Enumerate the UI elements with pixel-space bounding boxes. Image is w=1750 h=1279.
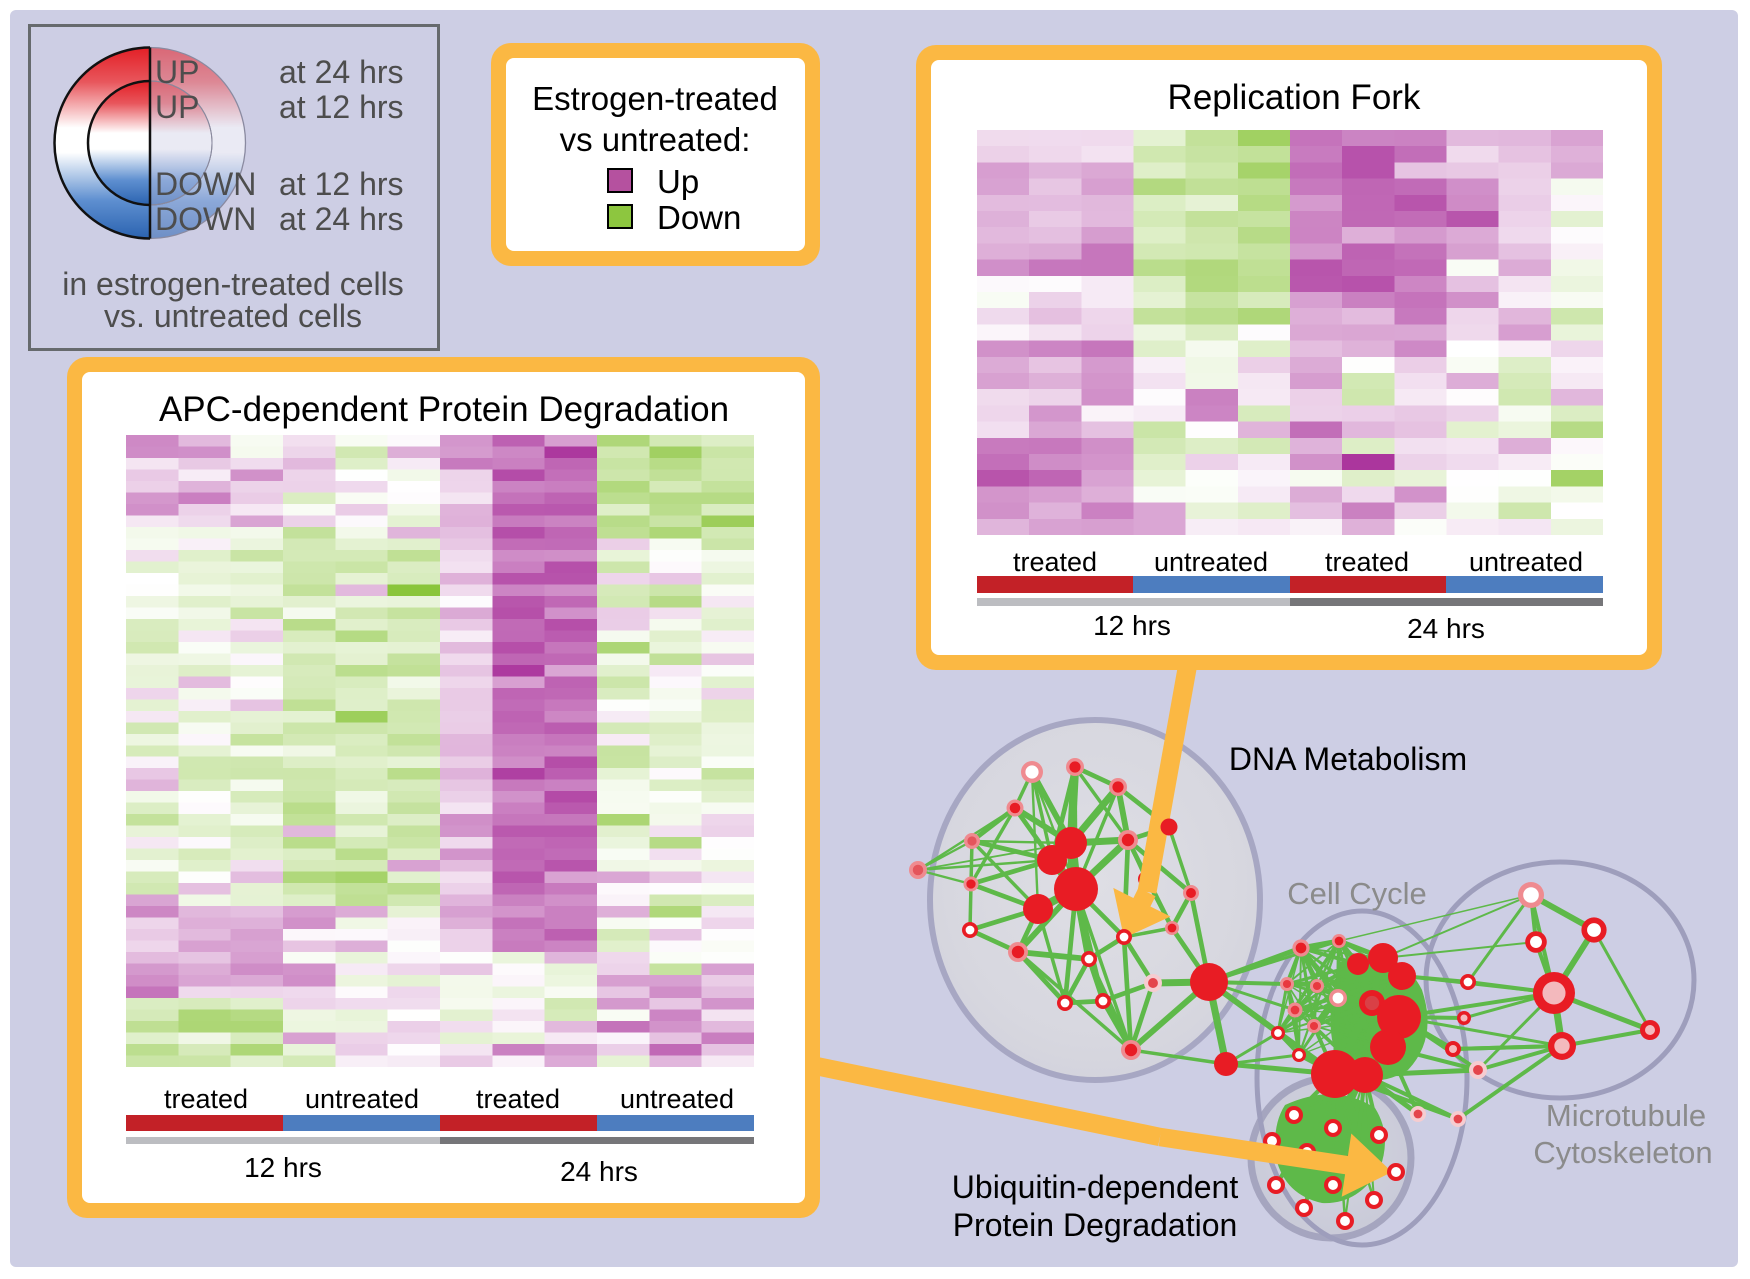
svg-text:DNA Metabolism: DNA Metabolism (1229, 741, 1467, 777)
svg-text:Ubiquitin-dependent: Ubiquitin-dependent (952, 1169, 1239, 1205)
svg-text:Cell Cycle: Cell Cycle (1287, 876, 1427, 911)
svg-text:Protein Degradation: Protein Degradation (953, 1207, 1238, 1243)
svg-text:Microtubule: Microtubule (1546, 1098, 1706, 1133)
svg-text:Cytoskeleton: Cytoskeleton (1533, 1135, 1712, 1170)
